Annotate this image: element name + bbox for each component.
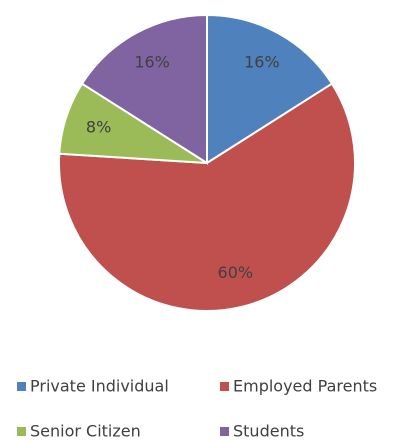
data-label: 8% — [86, 117, 111, 136]
legend-swatch — [17, 427, 26, 436]
legend-label: Senior Citizen — [30, 422, 141, 441]
legend-swatch — [17, 382, 26, 391]
data-label: 16% — [244, 53, 280, 72]
data-label: 16% — [134, 53, 170, 72]
data-label: 60% — [218, 263, 254, 282]
pie-slice — [58, 82, 356, 312]
legend-swatch — [220, 382, 229, 391]
pie-slice — [206, 13, 334, 165]
legend-label: Employed Parents — [233, 377, 377, 396]
legend-label: Private Individual — [30, 377, 169, 396]
legend-label: Students — [233, 422, 304, 441]
legend-swatch — [220, 427, 229, 436]
pie-slice — [80, 13, 208, 165]
